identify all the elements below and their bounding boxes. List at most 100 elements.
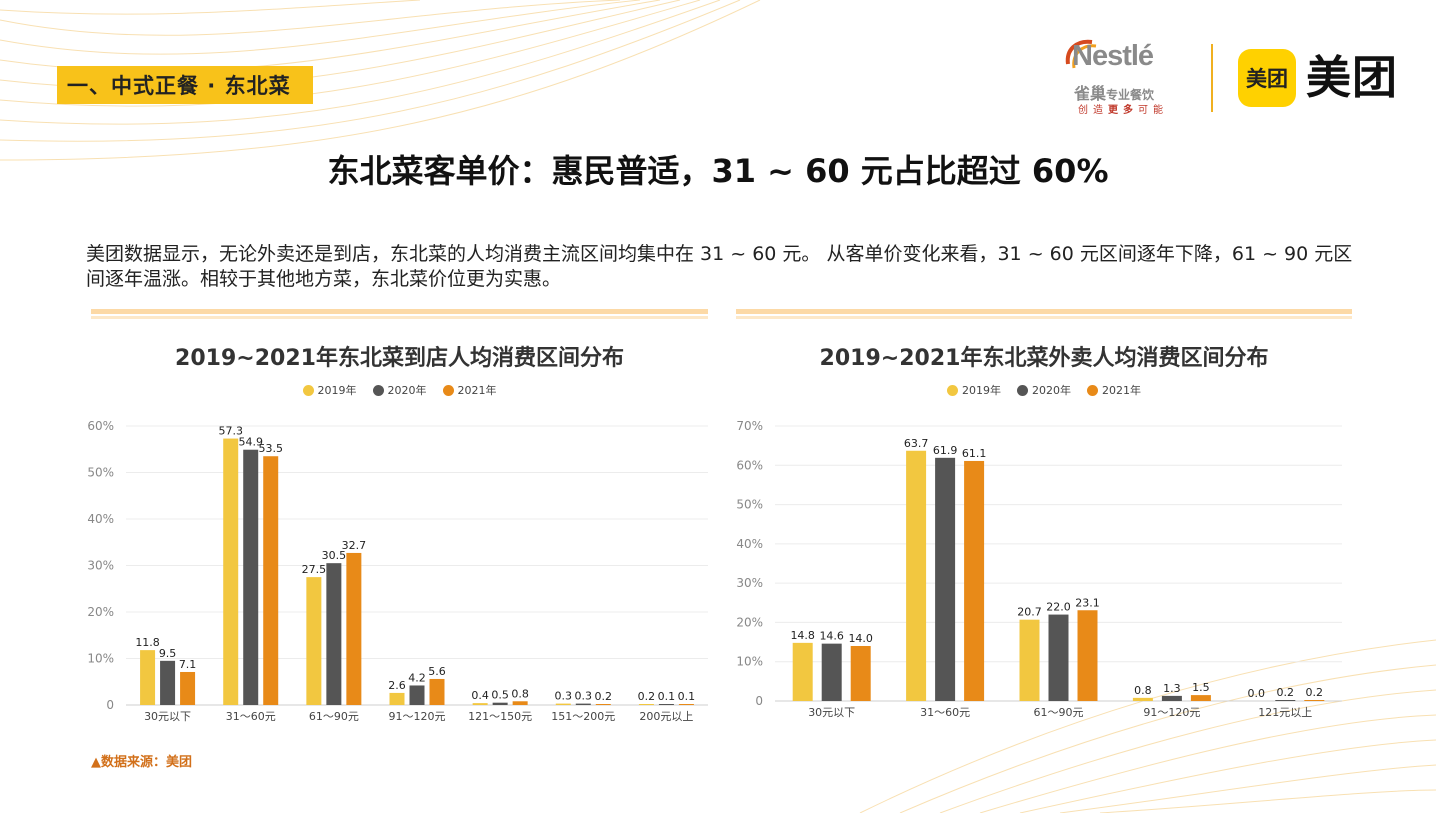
x-tick-label: 31～60元 bbox=[226, 710, 276, 723]
bar-2019年 bbox=[389, 692, 405, 705]
data-source-note: ▲数据来源：美团 bbox=[91, 755, 192, 770]
x-tick-label: 121元以上 bbox=[1258, 706, 1312, 719]
bar-2020年 bbox=[243, 449, 259, 705]
bar-2019年 bbox=[638, 704, 654, 705]
right-chart-title: 2019~2021年东北菜外卖人均消费区间分布 bbox=[819, 346, 1269, 371]
y-tick-label: 50% bbox=[87, 466, 114, 480]
data-label: 30.5 bbox=[322, 549, 347, 562]
data-label: 0.3 bbox=[555, 690, 573, 703]
data-label: 20.7 bbox=[1017, 606, 1042, 619]
x-tick-label: 151～200元 bbox=[551, 710, 615, 723]
logo-divider bbox=[1211, 44, 1213, 112]
right-bar-chart: 0 10% 20% 30% 40% 50% 60% 70% 14.8 14.6 14.0 30元以下 6… bbox=[736, 419, 1342, 719]
bar-2020年 bbox=[1161, 695, 1182, 701]
bar-2021年 bbox=[512, 701, 528, 705]
data-label: 0.8 bbox=[511, 687, 528, 700]
legend-label: 2019年 bbox=[962, 384, 1001, 397]
y-tick-label: 60% bbox=[87, 419, 114, 433]
left-bar-chart: 0 10% 20% 30% 40% 50% 60% 11.89.57.1 30元以下 57.354… bbox=[87, 419, 708, 723]
legend-label: 2021年 bbox=[457, 384, 497, 397]
nestle-slogan-c: 可能 bbox=[1138, 105, 1168, 116]
bar-2021年 bbox=[180, 671, 196, 705]
legend-item-2021: 2021年 bbox=[1087, 382, 1141, 398]
x-tick-label: 121～150元 bbox=[468, 710, 532, 723]
meituan-wordmark: 美团 bbox=[1306, 51, 1399, 104]
data-label: 0.2 bbox=[1306, 686, 1324, 699]
bar-2020年 bbox=[575, 703, 591, 705]
nestle-cn-small: 专业餐饮 bbox=[1106, 88, 1155, 102]
data-label: 0.5 bbox=[491, 689, 509, 702]
x-tick-label: 61～90元 bbox=[1034, 706, 1084, 719]
bar-2021年 bbox=[850, 646, 871, 701]
bar-2021年 bbox=[346, 552, 362, 705]
nestle-logo: Nestlé 雀巢专业餐饮 创造更多可能 bbox=[1062, 36, 1190, 118]
y-tick-label: 30% bbox=[736, 576, 763, 590]
data-label: 0.8 bbox=[1134, 684, 1152, 697]
bar-2020年 bbox=[658, 704, 674, 705]
bar-2020年 bbox=[1048, 614, 1069, 701]
data-label: 2.6 bbox=[388, 679, 406, 692]
y-tick-label: 40% bbox=[87, 512, 114, 526]
bar-2019年 bbox=[306, 577, 322, 705]
data-label: 1.5 bbox=[1192, 681, 1210, 694]
left-panel-divider bbox=[91, 309, 708, 319]
right-chart-legend: 2019年 2020年 2021年 bbox=[736, 382, 1352, 398]
data-label: 61.1 bbox=[962, 447, 987, 460]
data-label: 53.5 bbox=[258, 442, 283, 455]
bar-2020年 bbox=[492, 702, 508, 705]
y-tick-label: 0 bbox=[755, 694, 763, 708]
data-label: 0.2 bbox=[595, 690, 613, 703]
data-label: 54.9 bbox=[238, 436, 263, 449]
nestle-swoosh-icon bbox=[1065, 39, 1097, 69]
data-label: 11.8 bbox=[135, 636, 160, 649]
data-label: 23.1 bbox=[1075, 596, 1100, 609]
bar-2019年 bbox=[792, 642, 813, 701]
y-tick-label: 30% bbox=[87, 559, 114, 573]
bar-2019年 bbox=[1132, 697, 1153, 701]
data-label: 7.1 bbox=[179, 658, 197, 671]
legend-swatch bbox=[442, 384, 454, 396]
legend-label: 2020年 bbox=[1032, 384, 1071, 397]
data-label: 14.8 bbox=[790, 629, 815, 642]
nestle-slogan-a: 创造 bbox=[1078, 105, 1108, 116]
data-label: 32.7 bbox=[342, 539, 367, 552]
bar-2020年 bbox=[1275, 700, 1296, 701]
x-tick-label: 61～90元 bbox=[309, 710, 359, 723]
bar-2021年 bbox=[595, 704, 611, 705]
data-label: 0.0 bbox=[1248, 687, 1266, 700]
legend-swatch bbox=[947, 384, 958, 396]
data-label: 0.4 bbox=[471, 689, 489, 702]
y-tick-label: 70% bbox=[736, 419, 763, 433]
bar-2019年 bbox=[1019, 619, 1040, 701]
data-label: 4.2 bbox=[408, 671, 426, 684]
bar-2019年 bbox=[140, 650, 156, 705]
x-tick-label: 30元以下 bbox=[808, 706, 855, 719]
data-label: 63.7 bbox=[904, 437, 929, 450]
bar-2020年 bbox=[326, 563, 342, 705]
page-title: 东北菜客单价：惠民普适，31 ~ 60 元占比超过 60% bbox=[327, 152, 1109, 190]
data-label: 0.2 bbox=[1277, 686, 1295, 699]
x-tick-label: 91～120元 bbox=[389, 710, 446, 723]
bar-2020年 bbox=[160, 660, 176, 705]
data-label: 61.9 bbox=[933, 444, 958, 457]
data-label: 22.0 bbox=[1046, 601, 1071, 614]
bar-2021年 bbox=[1190, 695, 1211, 701]
data-label: 5.6 bbox=[428, 665, 446, 678]
bar-2021年 bbox=[429, 678, 445, 705]
nestle-wordmark: Nestlé bbox=[1072, 40, 1154, 72]
bar-2019年 bbox=[906, 450, 927, 701]
y-tick-label: 20% bbox=[87, 605, 114, 619]
bar-2021年 bbox=[263, 456, 279, 705]
y-tick-label: 10% bbox=[736, 655, 763, 669]
legend-label: 2021年 bbox=[1102, 384, 1141, 397]
data-label: 14.0 bbox=[848, 632, 873, 645]
nestle-slogan-b: 更多 bbox=[1108, 105, 1138, 116]
data-label: 1.3 bbox=[1163, 682, 1181, 695]
data-label: 0.1 bbox=[678, 690, 696, 703]
bar-2021年 bbox=[678, 704, 694, 705]
x-tick-label: 200元以上 bbox=[639, 710, 693, 723]
bar-2020年 bbox=[935, 457, 956, 701]
legend-item-2021: 2021年 bbox=[442, 382, 497, 398]
bar-2020年 bbox=[409, 685, 425, 705]
y-tick-label: 40% bbox=[736, 537, 763, 551]
